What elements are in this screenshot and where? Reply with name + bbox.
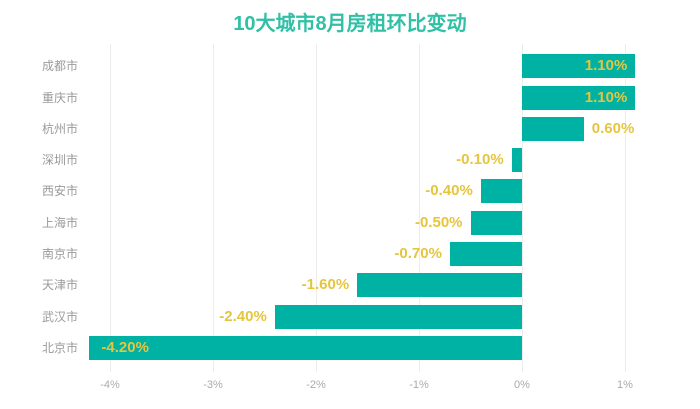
x-tick-label: -3% xyxy=(203,379,223,391)
x-tick-label: -1% xyxy=(409,379,429,391)
value-label: -0.10% xyxy=(456,151,504,169)
bar-武汉市 xyxy=(274,304,522,329)
bar-南京市 xyxy=(449,242,522,266)
category-label: 杭州市 xyxy=(41,121,78,136)
value-label: -0.40% xyxy=(425,182,473,200)
category-label: 重庆市 xyxy=(41,90,78,105)
category-label: 北京市 xyxy=(41,340,78,355)
value-label: 0.60% xyxy=(591,119,635,137)
value-label: -2.40% xyxy=(219,307,267,325)
x-tick-label: -2% xyxy=(306,379,326,391)
category-label: 南京市 xyxy=(41,247,78,261)
gridline xyxy=(316,44,317,372)
bar-西安市 xyxy=(480,179,522,204)
category-label: 深圳市 xyxy=(41,153,78,168)
gridline xyxy=(213,44,214,372)
x-tick-label: 0% xyxy=(514,379,530,391)
gridline xyxy=(522,44,523,372)
chart-title: 10大城市8月房租环比变动 xyxy=(233,13,467,35)
bar-成都市 xyxy=(522,54,636,79)
x-tick-label: -4% xyxy=(100,379,120,391)
value-label: -4.20% xyxy=(101,338,149,356)
category-label: 西安市 xyxy=(41,184,78,199)
bar-北京市 xyxy=(89,335,522,360)
x-tick-label: 1% xyxy=(617,379,633,391)
bar-上海市 xyxy=(470,210,522,235)
bar-深圳市 xyxy=(511,148,522,173)
bar-杭州市 xyxy=(522,116,584,141)
gridline xyxy=(625,44,626,372)
value-label: -0.70% xyxy=(394,245,442,262)
plot-area: 1.10% 1.10% 0.60% -0.10% -0.40% -0.50% -0.70% -… xyxy=(86,44,686,372)
bar-天津市 xyxy=(357,273,522,298)
category-label: 武汉市 xyxy=(41,309,78,324)
bar-重庆市 xyxy=(522,85,636,110)
value-label: 1.10% xyxy=(584,57,628,75)
value-label: -1.60% xyxy=(301,276,350,294)
category-label: 天津市 xyxy=(41,278,78,293)
gridline xyxy=(419,44,420,372)
value-label: 1.10% xyxy=(584,88,628,106)
gridline xyxy=(110,44,111,372)
category-label: 成都市 xyxy=(41,59,78,74)
value-label: -0.50% xyxy=(414,213,463,231)
category-label: 上海市 xyxy=(41,215,78,230)
